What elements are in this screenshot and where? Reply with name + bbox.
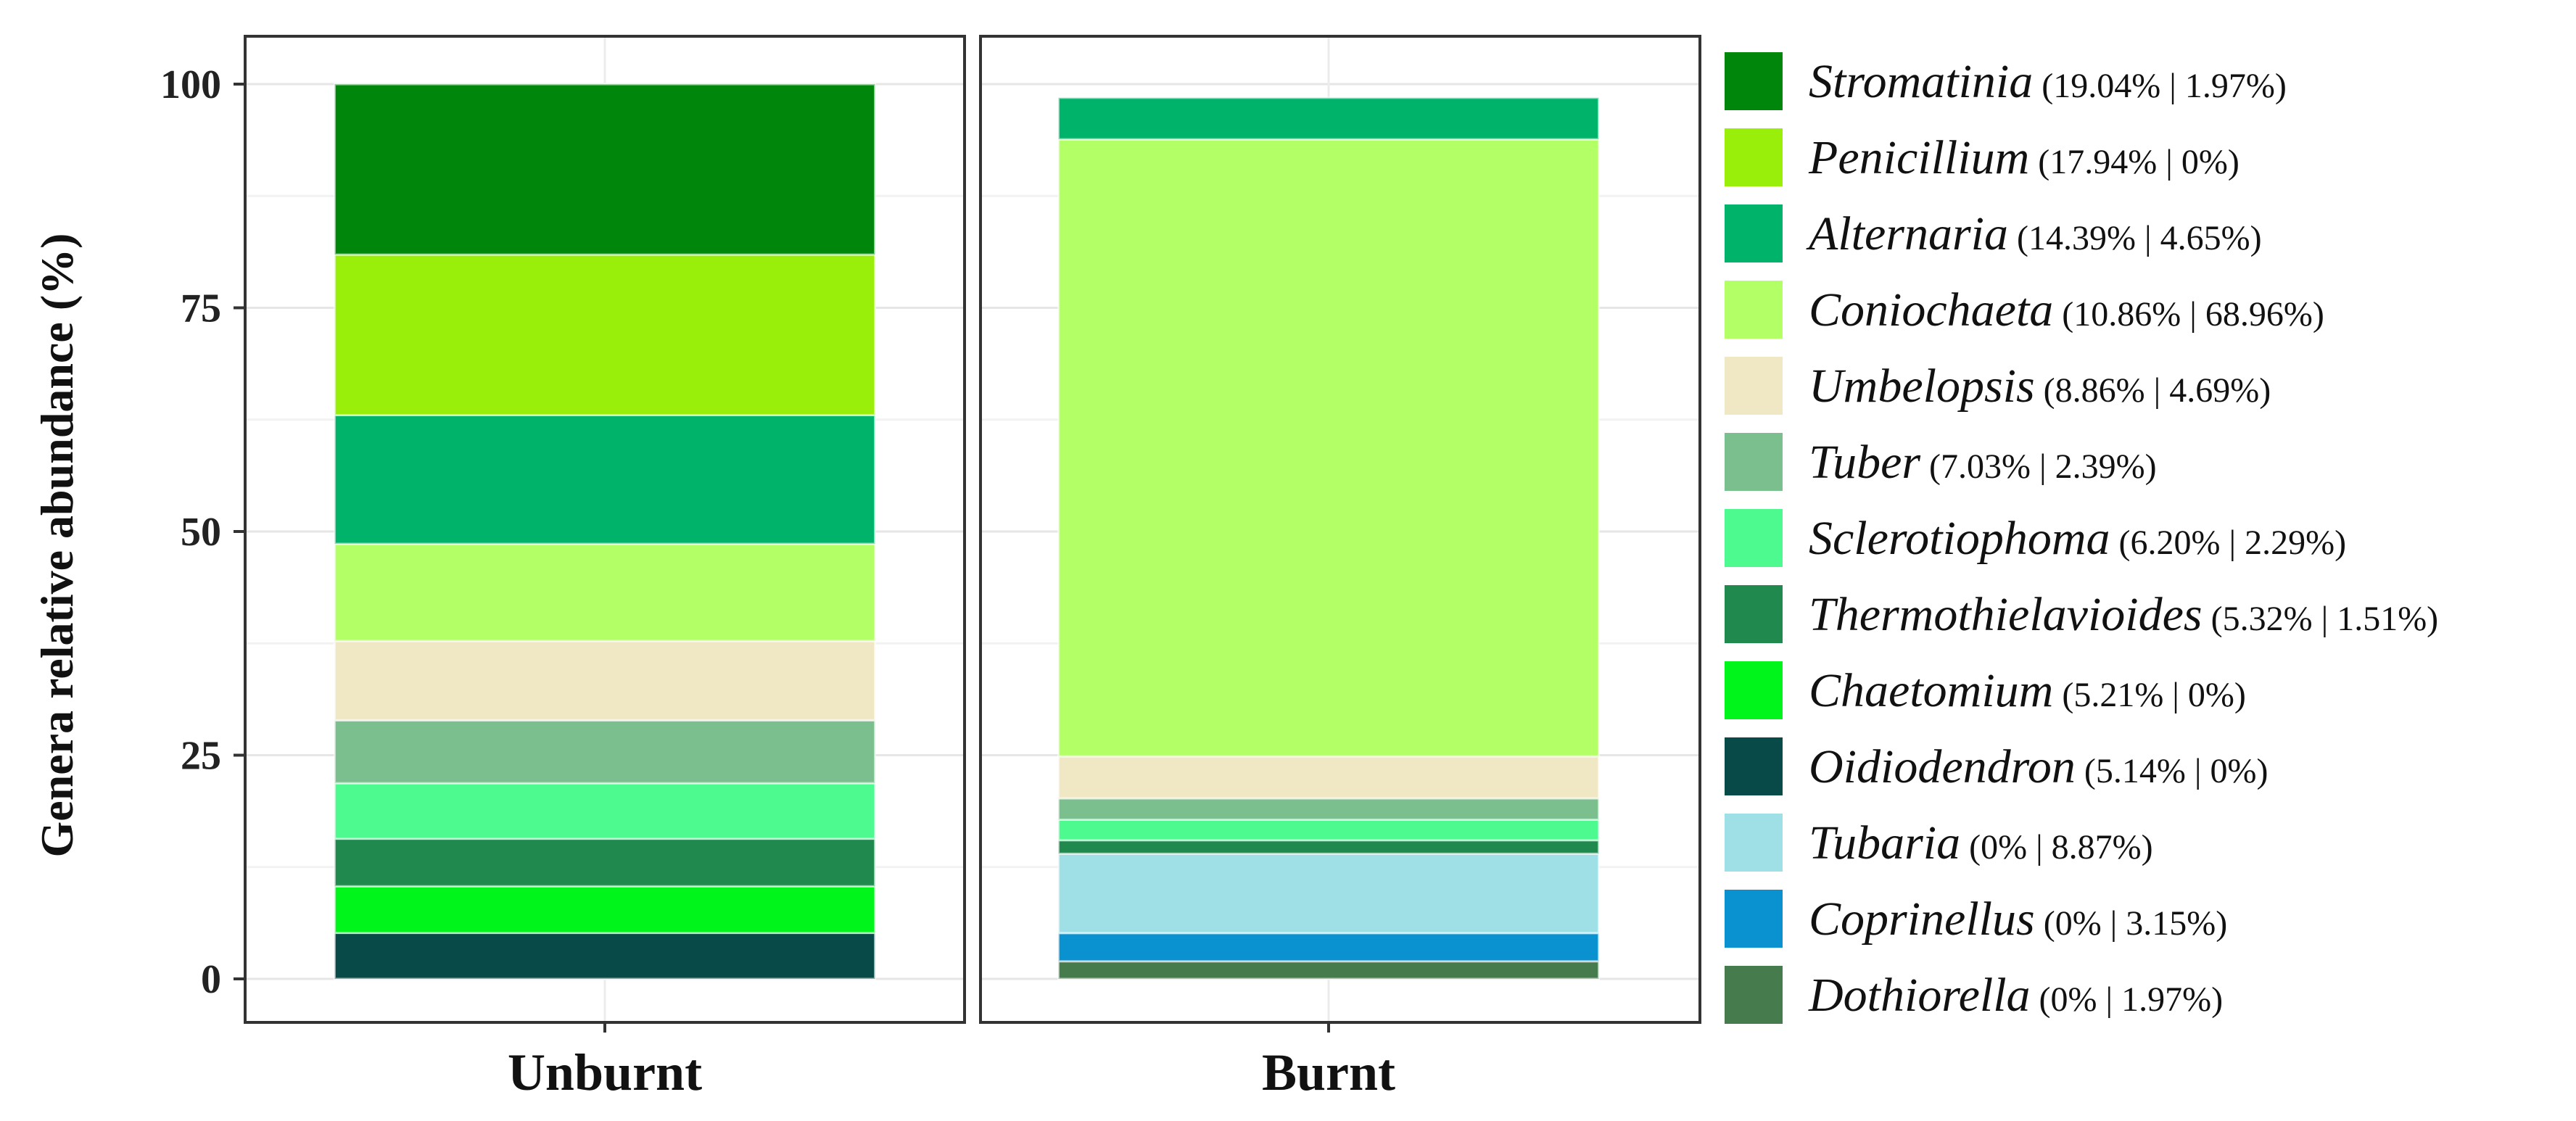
y-tick-label: 25	[181, 734, 221, 779]
legend-item-umbelopsis: Umbelopsis (8.86% | 4.69%)	[1725, 357, 2271, 415]
bar-segment-alternaria-unburnt	[334, 413, 876, 545]
legend-percentages: (6.20% | 2.29%)	[2119, 524, 2347, 562]
legend-percentages: (14.39% | 4.65%)	[2017, 219, 2262, 257]
legend-label: Thermothielavioides (5.32% | 1.51%)	[1809, 588, 2438, 641]
bar-segment-dothiorella-burnt	[1057, 960, 1600, 980]
legend-item-tuber: Tuber (7.03% | 2.39%)	[1725, 433, 2157, 491]
legend-label: Dothiorella (0% | 1.97%)	[1808, 969, 2223, 1022]
legend-percentages: (0% | 3.15%)	[2044, 904, 2228, 943]
bar-segment-tuber-unburnt	[334, 719, 876, 785]
legend-label: Coprinellus (0% | 3.15%)	[1809, 893, 2227, 946]
legend-label: Penicillium (17.94% | 0%)	[1808, 131, 2239, 184]
legend-percentages: (0% | 1.97%)	[2039, 980, 2224, 1019]
legend-percentages: (0% | 8.87%)	[1969, 828, 2153, 866]
legend-percentages: (5.14% | 0%)	[2084, 752, 2269, 790]
y-tick-label: 75	[181, 286, 221, 331]
legend-swatch	[1725, 966, 1783, 1024]
legend-genus-name: Tuber	[1809, 436, 1920, 489]
bars	[334, 83, 1600, 980]
legend-item-oidiodendron: Oidiodendron (5.14% | 0%)	[1725, 737, 2268, 795]
bar-segment-penicillium-unburnt	[334, 253, 876, 416]
legend-swatch	[1725, 814, 1783, 872]
legend-genus-name: Penicillium	[1808, 131, 2029, 184]
legend-swatch	[1725, 509, 1783, 567]
legend-percentages: (5.32% | 1.51%)	[2211, 600, 2439, 638]
legend: Stromatinia (19.04% | 1.97%)Penicillium (1…	[1725, 52, 2438, 1024]
legend-label: Tuber (7.03% | 2.39%)	[1809, 436, 2157, 489]
category-label-burnt: Burnt	[1262, 1043, 1395, 1101]
bar-segment-thermothielavioides-unburnt	[334, 837, 876, 888]
legend-percentages: (7.03% | 2.39%)	[1929, 447, 2157, 486]
legend-percentages: (10.86% | 68.96%)	[2062, 295, 2324, 334]
legend-label: Umbelopsis (8.86% | 4.69%)	[1809, 360, 2271, 413]
category-labels: Unburnt Burnt	[508, 1022, 1395, 1101]
legend-genus-name: Sclerotiophoma	[1809, 512, 2110, 565]
bar-segment-tuber-burnt	[1057, 797, 1600, 821]
legend-swatch	[1725, 890, 1783, 948]
legend-percentages: (19.04% | 1.97%)	[2042, 67, 2287, 105]
legend-item-thermothielavioides: Thermothielavioides (5.32% | 1.51%)	[1725, 585, 2438, 643]
legend-genus-name: Tubaria	[1809, 816, 1960, 869]
legend-genus-name: Chaetomium	[1809, 664, 2053, 717]
legend-percentages: (8.86% | 4.69%)	[2044, 371, 2271, 410]
legend-item-chaetomium: Chaetomium (5.21% | 0%)	[1725, 661, 2246, 719]
legend-swatch	[1725, 52, 1783, 110]
bar-segment-tubaria-burnt	[1057, 852, 1600, 935]
legend-genus-name: Stromatinia	[1809, 55, 2033, 108]
panel-frame-2	[979, 35, 1701, 1024]
legend-genus-name: Umbelopsis	[1809, 360, 2035, 413]
bar-segment-alternaria-burnt	[1057, 96, 1600, 141]
y-tick-label: 100	[160, 62, 221, 107]
legend-swatch	[1725, 204, 1783, 262]
legend-item-stromatinia: Stromatinia (19.04% | 1.97%)	[1725, 52, 2287, 110]
legend-swatch	[1725, 585, 1783, 643]
legend-label: Coniochaeta (10.86% | 68.96%)	[1809, 284, 2324, 336]
legend-item-tubaria: Tubaria (0% | 8.87%)	[1725, 814, 2153, 872]
legend-label: Alternaria (14.39% | 4.65%)	[1806, 207, 2262, 260]
legend-swatch	[1725, 357, 1783, 415]
legend-percentages: (5.21% | 0%)	[2062, 676, 2246, 714]
legend-genus-name: Alternaria	[1806, 207, 2008, 260]
bar-segment-stromatinia-unburnt	[334, 83, 876, 256]
legend-swatch	[1725, 737, 1783, 795]
legend-label: Tubaria (0% | 8.87%)	[1809, 816, 2153, 869]
legend-genus-name: Dothiorella	[1808, 969, 2031, 1022]
legend-swatch	[1725, 661, 1783, 719]
bar-segment-umbelopsis-burnt	[1057, 755, 1600, 800]
legend-item-dothiorella: Dothiorella (0% | 1.97%)	[1725, 966, 2223, 1024]
legend-swatch	[1725, 128, 1783, 186]
y-axis: 0 25 50 75 100	[160, 62, 245, 1002]
legend-swatch	[1725, 281, 1783, 339]
legend-item-coprinellus: Coprinellus (0% | 3.15%)	[1725, 890, 2227, 948]
legend-genus-name: Coniochaeta	[1809, 284, 2053, 336]
bar-segment-thermothielavioides-burnt	[1057, 839, 1600, 855]
legend-label: Sclerotiophoma (6.20% | 2.29%)	[1809, 512, 2346, 565]
bar-segment-sclerotiophoma-burnt	[1057, 818, 1600, 842]
legend-item-sclerotiophoma: Sclerotiophoma (6.20% | 2.29%)	[1725, 509, 2346, 567]
bar-segment-coniochaeta-unburnt	[334, 542, 876, 642]
y-axis-label: Genera relative abundance (%)	[31, 233, 83, 858]
bar-segment-coniochaeta-burnt	[1057, 138, 1600, 758]
legend-percentages: (17.94% | 0%)	[2038, 143, 2239, 181]
legend-genus-name: Coprinellus	[1809, 893, 2035, 946]
legend-item-penicillium: Penicillium (17.94% | 0%)	[1725, 128, 2239, 186]
legend-genus-name: Oidiodendron	[1809, 740, 2076, 793]
legend-item-alternaria: Alternaria (14.39% | 4.65%)	[1725, 204, 2262, 262]
legend-swatch	[1725, 433, 1783, 491]
bar-segment-coprinellus-burnt	[1057, 932, 1600, 963]
legend-label: Oidiodendron (5.14% | 0%)	[1809, 740, 2268, 793]
y-tick-label: 0	[201, 957, 221, 1002]
category-label-unburnt: Unburnt	[508, 1043, 702, 1101]
bar-segment-umbelopsis-unburnt	[334, 640, 876, 721]
legend-genus-name: Thermothielavioides	[1809, 588, 2203, 641]
bar-segment-chaetomium-unburnt	[334, 885, 876, 935]
legend-item-coniochaeta: Coniochaeta (10.86% | 68.96%)	[1725, 281, 2324, 339]
bar-segment-oidiodendron-unburnt	[334, 932, 876, 980]
legend-label: Stromatinia (19.04% | 1.97%)	[1809, 55, 2287, 108]
legend-label: Chaetomium (5.21% | 0%)	[1809, 664, 2246, 717]
bar-segment-sclerotiophoma-unburnt	[334, 782, 876, 840]
y-tick-label: 50	[181, 510, 221, 555]
